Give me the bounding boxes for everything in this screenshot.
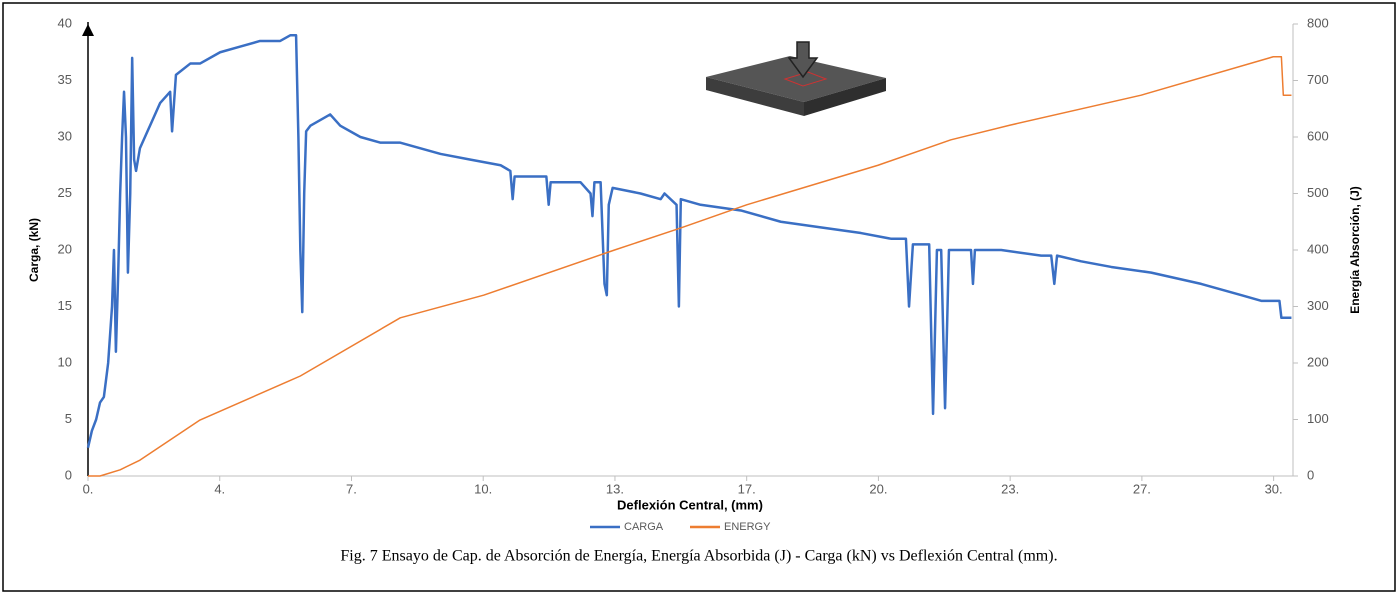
y-tick-label: 25 <box>58 185 72 200</box>
x-axis-title: Deflexión Central, (mm) <box>617 497 763 512</box>
x-tick-label: 4. <box>214 481 225 496</box>
x-tick-label: 13. <box>606 481 624 496</box>
y-tick-label: 20 <box>58 241 72 256</box>
y-tick-label: 0 <box>65 467 72 482</box>
y2-tick-label: 600 <box>1307 128 1329 143</box>
x-tick-label: 20. <box>869 481 887 496</box>
x-tick-label: 10. <box>474 481 492 496</box>
y2-tick-label: 800 <box>1307 15 1329 30</box>
legend-label: CARGA <box>624 521 664 533</box>
y2-tick-label: 400 <box>1307 241 1329 256</box>
x-tick-label: 17. <box>738 481 756 496</box>
x-tick-label: 27. <box>1133 481 1151 496</box>
series-line <box>86 34 1292 449</box>
x-tick-label: 23. <box>1001 481 1019 496</box>
inset-image <box>706 41 886 116</box>
y-tick-label: 30 <box>58 128 72 143</box>
y-tick-label: 10 <box>58 354 72 369</box>
x-tick-label: 30. <box>1265 481 1283 496</box>
y2-tick-label: 500 <box>1307 185 1329 200</box>
y-axis-title: Carga, (kN) <box>27 218 41 282</box>
x-tick-label: 7. <box>346 481 357 496</box>
caption: Fig. 7 Ensayo de Cap. de Absorción de En… <box>340 548 1057 565</box>
x-tick-label: 0. <box>83 481 94 496</box>
y-tick-label: 5 <box>65 411 72 426</box>
y2-axis-title: Energía Absorción, (J) <box>1348 186 1362 314</box>
y-tick-label: 35 <box>58 72 72 87</box>
y-tick-label: 40 <box>58 15 72 30</box>
y2-tick-label: 0 <box>1307 467 1314 482</box>
y-tick-label: 15 <box>58 298 72 313</box>
series-line <box>88 56 1292 477</box>
y2-tick-label: 700 <box>1307 72 1329 87</box>
y2-tick-label: 100 <box>1307 411 1329 426</box>
legend-label: ENERGY <box>724 521 771 533</box>
y-axis-arrow <box>82 24 94 36</box>
y2-tick-label: 300 <box>1307 298 1329 313</box>
y2-tick-label: 200 <box>1307 354 1329 369</box>
